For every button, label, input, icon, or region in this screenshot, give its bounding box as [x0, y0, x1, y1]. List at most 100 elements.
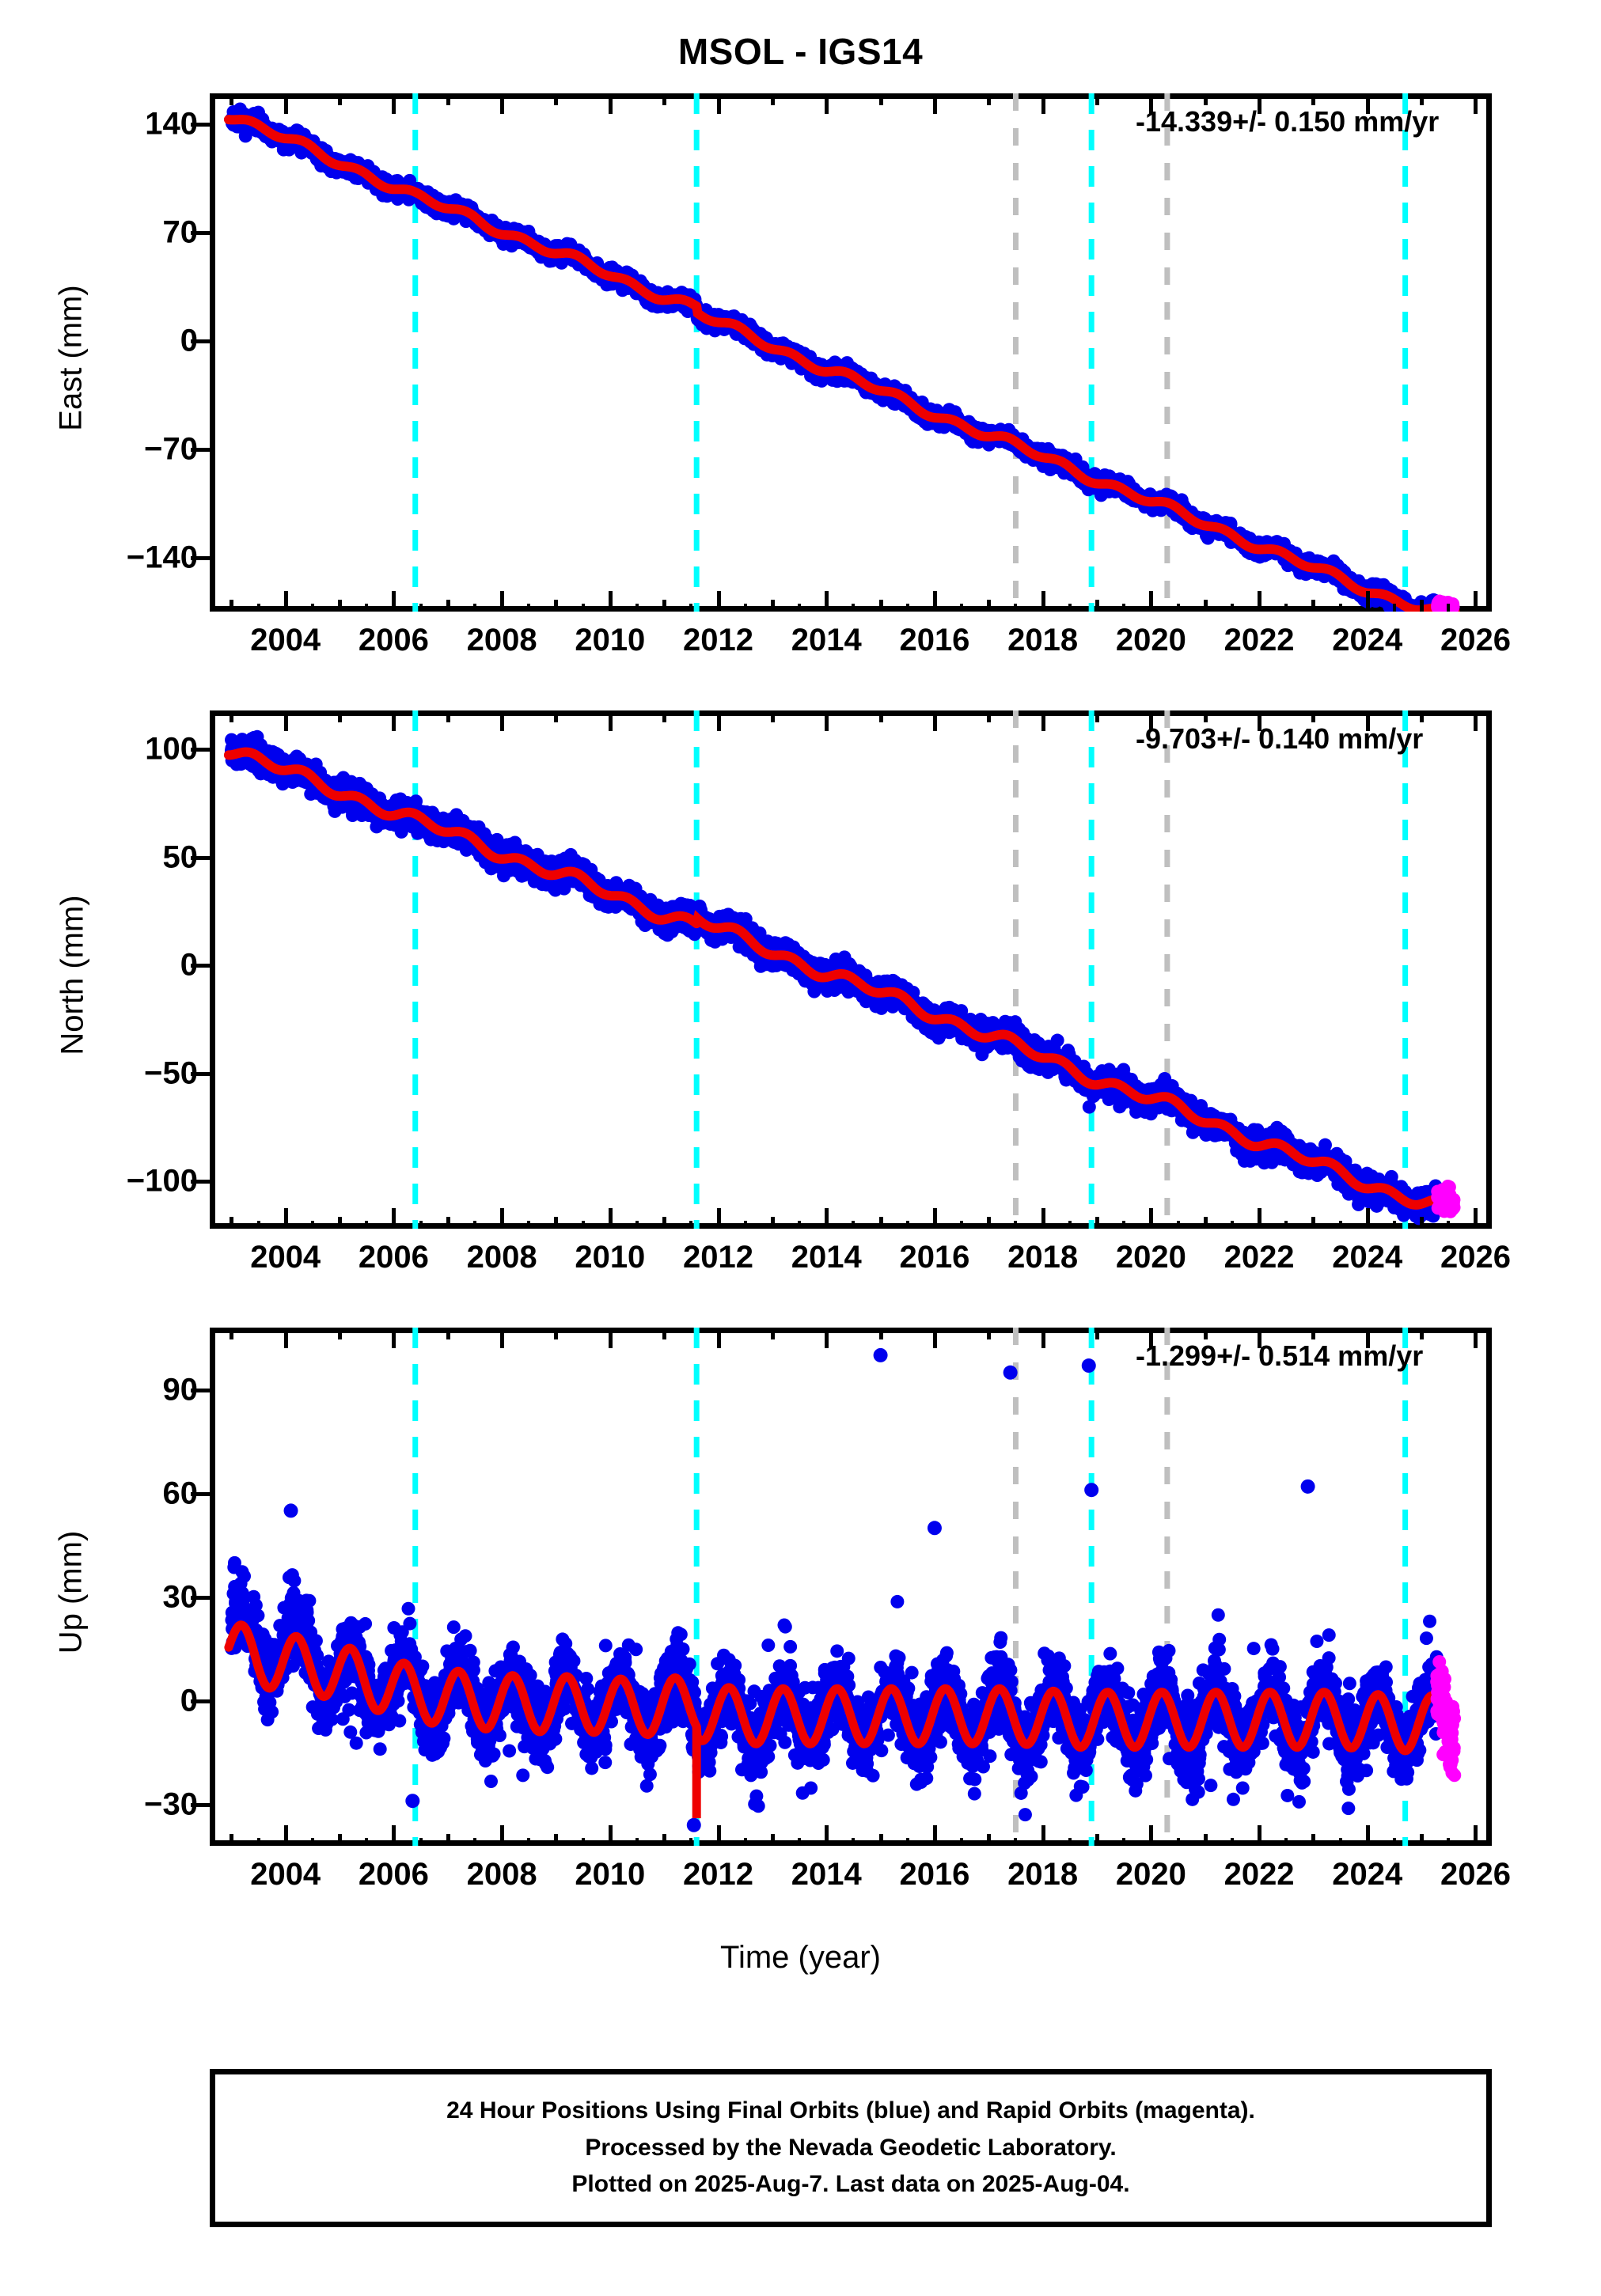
x-tick-mark-top	[1041, 710, 1045, 731]
y-tick-label-north: −50	[144, 1055, 198, 1090]
x-tick-mark-minor	[798, 1838, 802, 1846]
x-tick-mark-minor	[338, 1217, 343, 1229]
panel-up	[210, 1328, 1492, 1846]
x-tick-mark-minor	[1176, 604, 1180, 612]
x-tick-mark-minor	[798, 604, 802, 612]
x-tick-mark-minor	[527, 1838, 531, 1846]
x-tick-mark-top-minor	[878, 93, 883, 105]
x-tick-mark-minor	[1447, 604, 1451, 612]
x-tick-mark-minor	[446, 600, 450, 612]
x-tick-mark-top-minor	[446, 710, 450, 722]
x-tick-mark-minor	[1311, 1834, 1316, 1846]
x-tick-mark-top-minor	[987, 93, 992, 105]
x-tick-label: 2022	[1224, 623, 1295, 657]
x-tick-label: 2008	[466, 1240, 537, 1275]
y-tick-label-north: 50	[162, 839, 199, 875]
x-tick-mark-top	[1258, 1328, 1262, 1348]
x-tick-mark-top-minor	[1095, 93, 1099, 105]
x-tick-mark-top	[500, 93, 505, 114]
x-tick-mark-minor	[310, 1838, 314, 1846]
x-tick-mark-minor	[1338, 604, 1342, 612]
y-tick-mark	[191, 1802, 210, 1807]
x-tick-mark-top-minor	[1311, 93, 1316, 105]
x-tick-mark-top-minor	[1420, 710, 1425, 722]
x-tick-mark-minor	[1014, 1221, 1018, 1229]
x-tick-mark	[716, 1208, 721, 1229]
panel-north-plot	[223, 710, 1461, 1229]
x-tick-mark-top-minor	[1311, 1328, 1316, 1339]
x-tick-mark	[1258, 1825, 1262, 1846]
x-tick-label: 2006	[358, 623, 429, 657]
x-tick-mark-minor	[743, 1838, 747, 1846]
y-tick-label-up: 0	[180, 1683, 198, 1718]
x-tick-mark	[500, 1825, 505, 1846]
x-tick-mark	[608, 1208, 613, 1229]
x-tick-mark-top-minor	[446, 93, 450, 105]
panel-north	[210, 710, 1492, 1229]
x-tick-mark-minor	[1230, 1838, 1234, 1846]
x-tick-mark-minor	[960, 604, 964, 612]
x-tick-mark-minor	[256, 1221, 260, 1229]
x-tick-mark	[500, 591, 505, 612]
y-tick-label-north: −100	[126, 1163, 198, 1199]
x-tick-mark-minor	[1420, 1217, 1425, 1229]
x-tick-label: 2022	[1224, 1857, 1295, 1892]
x-tick-mark-minor	[1068, 604, 1072, 612]
x-tick-mark-top	[932, 93, 937, 114]
y-tick-mark	[191, 1595, 210, 1600]
y-tick-mark	[191, 748, 210, 752]
x-tick-mark-minor	[689, 1221, 693, 1229]
x-tick-mark-top	[932, 710, 937, 731]
x-tick-mark	[1149, 1208, 1154, 1229]
x-tick-mark-top	[283, 710, 288, 731]
x-tick-mark	[1365, 591, 1370, 612]
x-tick-mark-top-minor	[1311, 710, 1316, 722]
x-tick-mark-minor	[987, 600, 992, 612]
x-tick-mark-minor	[852, 604, 856, 612]
y-tick-mark	[191, 964, 210, 968]
x-tick-mark-minor	[689, 604, 693, 612]
x-tick-mark-top	[500, 1328, 505, 1348]
x-tick-mark-top	[392, 1328, 396, 1348]
x-tick-mark-minor	[1447, 1221, 1451, 1229]
x-tick-mark-top-minor	[554, 1328, 559, 1339]
x-tick-mark-minor	[743, 604, 747, 612]
x-tick-mark	[1474, 1825, 1478, 1846]
x-tick-mark	[716, 591, 721, 612]
x-tick-mark-top	[608, 1328, 613, 1348]
x-tick-mark-top-minor	[338, 1328, 343, 1339]
x-tick-mark-minor	[743, 1221, 747, 1229]
x-tick-mark-minor	[1014, 604, 1018, 612]
x-tick-label: 2004	[250, 1857, 321, 1892]
y-tick-label-east: 140	[145, 106, 198, 142]
y-tick-mark	[191, 230, 210, 235]
x-tick-label: 2018	[1007, 1857, 1079, 1892]
x-tick-mark-minor	[1284, 1838, 1288, 1846]
x-tick-label: 2004	[250, 1240, 321, 1275]
x-tick-mark	[1365, 1825, 1370, 1846]
x-tick-mark	[392, 1208, 396, 1229]
x-tick-mark-top	[1149, 1328, 1154, 1348]
x-tick-label: 2008	[466, 623, 537, 657]
x-tick-mark	[392, 591, 396, 612]
panel-north-ylabel: North (mm)	[55, 895, 90, 1055]
x-tick-mark-minor	[1230, 604, 1234, 612]
x-tick-mark-top	[1365, 93, 1370, 114]
x-tick-mark-minor	[1338, 1221, 1342, 1229]
x-tick-mark-minor	[770, 600, 775, 612]
x-tick-mark-minor	[905, 1221, 909, 1229]
x-tick-mark-top-minor	[554, 710, 559, 722]
x-tick-mark-minor	[581, 604, 585, 612]
y-tick-label-east: 0	[180, 323, 198, 358]
x-tick-mark-minor	[365, 604, 369, 612]
x-tick-label: 2010	[575, 1240, 646, 1275]
x-tick-label: 2022	[1224, 1240, 1295, 1275]
x-tick-mark-minor	[527, 1221, 531, 1229]
x-tick-mark-minor	[1122, 1838, 1126, 1846]
x-tick-mark-top	[1041, 93, 1045, 114]
x-tick-mark-top-minor	[1203, 710, 1208, 722]
x-tick-mark	[392, 1825, 396, 1846]
x-tick-mark-top-minor	[338, 710, 343, 722]
x-tick-mark-minor	[960, 1221, 964, 1229]
x-tick-label: 2016	[899, 1240, 970, 1275]
